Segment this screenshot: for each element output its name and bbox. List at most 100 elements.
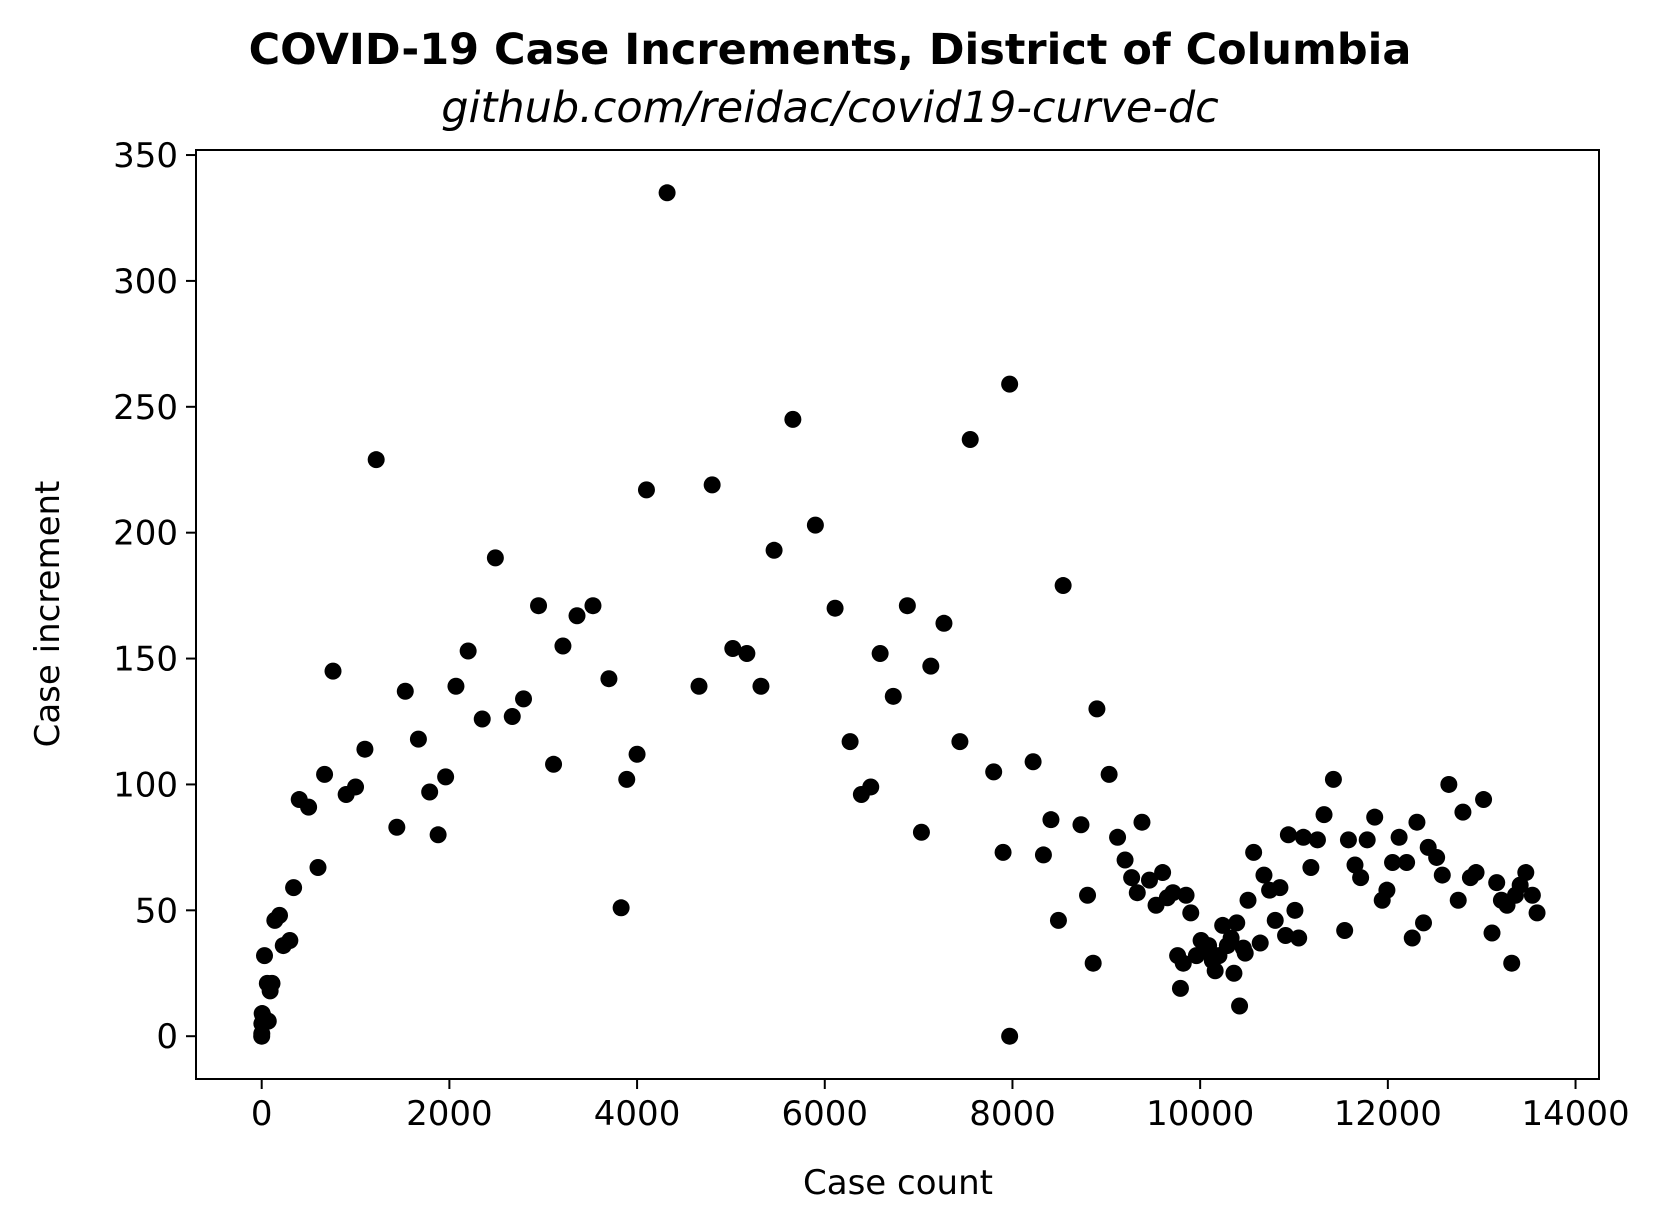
data-point [841,733,859,751]
data-point [628,745,646,763]
y-tick-label: 350 [113,136,178,176]
x-axis: 0 2000 4000 6000 8000 10000 12000 14000 [251,1079,1630,1134]
data-point [1164,884,1182,902]
data-point [1236,944,1254,962]
data-point [1154,864,1172,882]
data-point [1428,848,1446,866]
data-point [1440,775,1458,793]
data-point [1206,962,1224,980]
data-point [437,768,455,786]
data-point [912,823,930,841]
data-point [324,662,342,680]
x-tick-label: 10000 [1146,1094,1254,1134]
data-point [1433,866,1451,884]
data-point [637,481,655,499]
data-point [584,597,602,615]
data-point [1358,831,1376,849]
data-point [1128,884,1146,902]
data-point [1133,813,1151,831]
data-point [545,755,563,773]
data-point [409,730,427,748]
y-tick-label: 200 [113,514,178,554]
data-point [1286,901,1304,919]
data-point [1449,891,1467,909]
y-axis-label: Case increment [28,481,68,748]
data-point [1408,813,1426,831]
data-point [690,677,708,695]
data-point [1302,859,1320,877]
data-point [1403,929,1421,947]
data-point [300,798,318,816]
data-point [530,597,548,615]
data-point [554,637,572,655]
data-point [765,541,783,559]
data-point [1384,853,1402,871]
data-point [1251,934,1269,952]
data-point [1398,853,1416,871]
data-point [263,974,281,992]
data-point [1182,904,1200,922]
data-point [600,670,618,688]
data-point [1415,914,1433,932]
chart-title: COVID-19 Case Increments, District of Co… [249,25,1412,75]
data-point [1336,921,1354,939]
data-point [271,906,289,924]
data-point [1001,1027,1019,1045]
x-tick-label: 4000 [594,1094,681,1134]
data-point [703,476,721,494]
data-point [568,607,586,625]
x-tick-label: 6000 [782,1094,869,1134]
data-point [1378,881,1396,899]
data-point [459,642,477,660]
data-point [1255,866,1273,884]
data-point [1315,806,1333,824]
data-point [1140,871,1158,889]
data-point [1171,979,1189,997]
data-point [1271,879,1289,897]
data-point [1042,811,1060,829]
y-tick-label: 50 [135,891,178,931]
data-point [316,765,334,783]
data-point [1222,929,1240,947]
data-point [347,778,365,796]
data-point [1528,904,1546,922]
x-tick-label: 0 [251,1094,273,1134]
data-point [1467,864,1485,882]
data-point [1054,577,1072,595]
data-point [1072,816,1090,834]
data-point [1290,929,1308,947]
data-point [1109,828,1127,846]
data-point [1084,954,1102,972]
data-point [515,690,533,708]
data-point [1049,911,1067,929]
data-point [862,778,880,796]
data-point [285,879,303,897]
y-tick-label: 150 [113,640,178,680]
data-point [1483,924,1501,942]
data-point [429,826,447,844]
data-point [1225,964,1243,982]
data-point [826,599,844,617]
y-tick-label: 300 [113,262,178,302]
data-point [1454,803,1472,821]
data-point [1324,770,1342,788]
data-point [1352,869,1370,887]
data-point [1123,869,1141,887]
data-point [388,818,406,836]
data-point [1277,926,1295,944]
data-point [1174,954,1192,972]
data-point [961,431,979,449]
data-point [259,1012,277,1030]
data-point [356,740,374,758]
data-point [884,687,902,705]
data-point [473,710,491,728]
data-point [503,707,521,725]
chart-subtitle: github.com/reidac/covid19-curve-dc [441,83,1219,133]
x-axis-label: Case count [803,1163,993,1203]
data-point [871,645,889,663]
data-point [898,597,916,615]
data-point [1079,886,1097,904]
y-tick-label: 100 [113,765,178,805]
data-point [1001,375,1019,393]
